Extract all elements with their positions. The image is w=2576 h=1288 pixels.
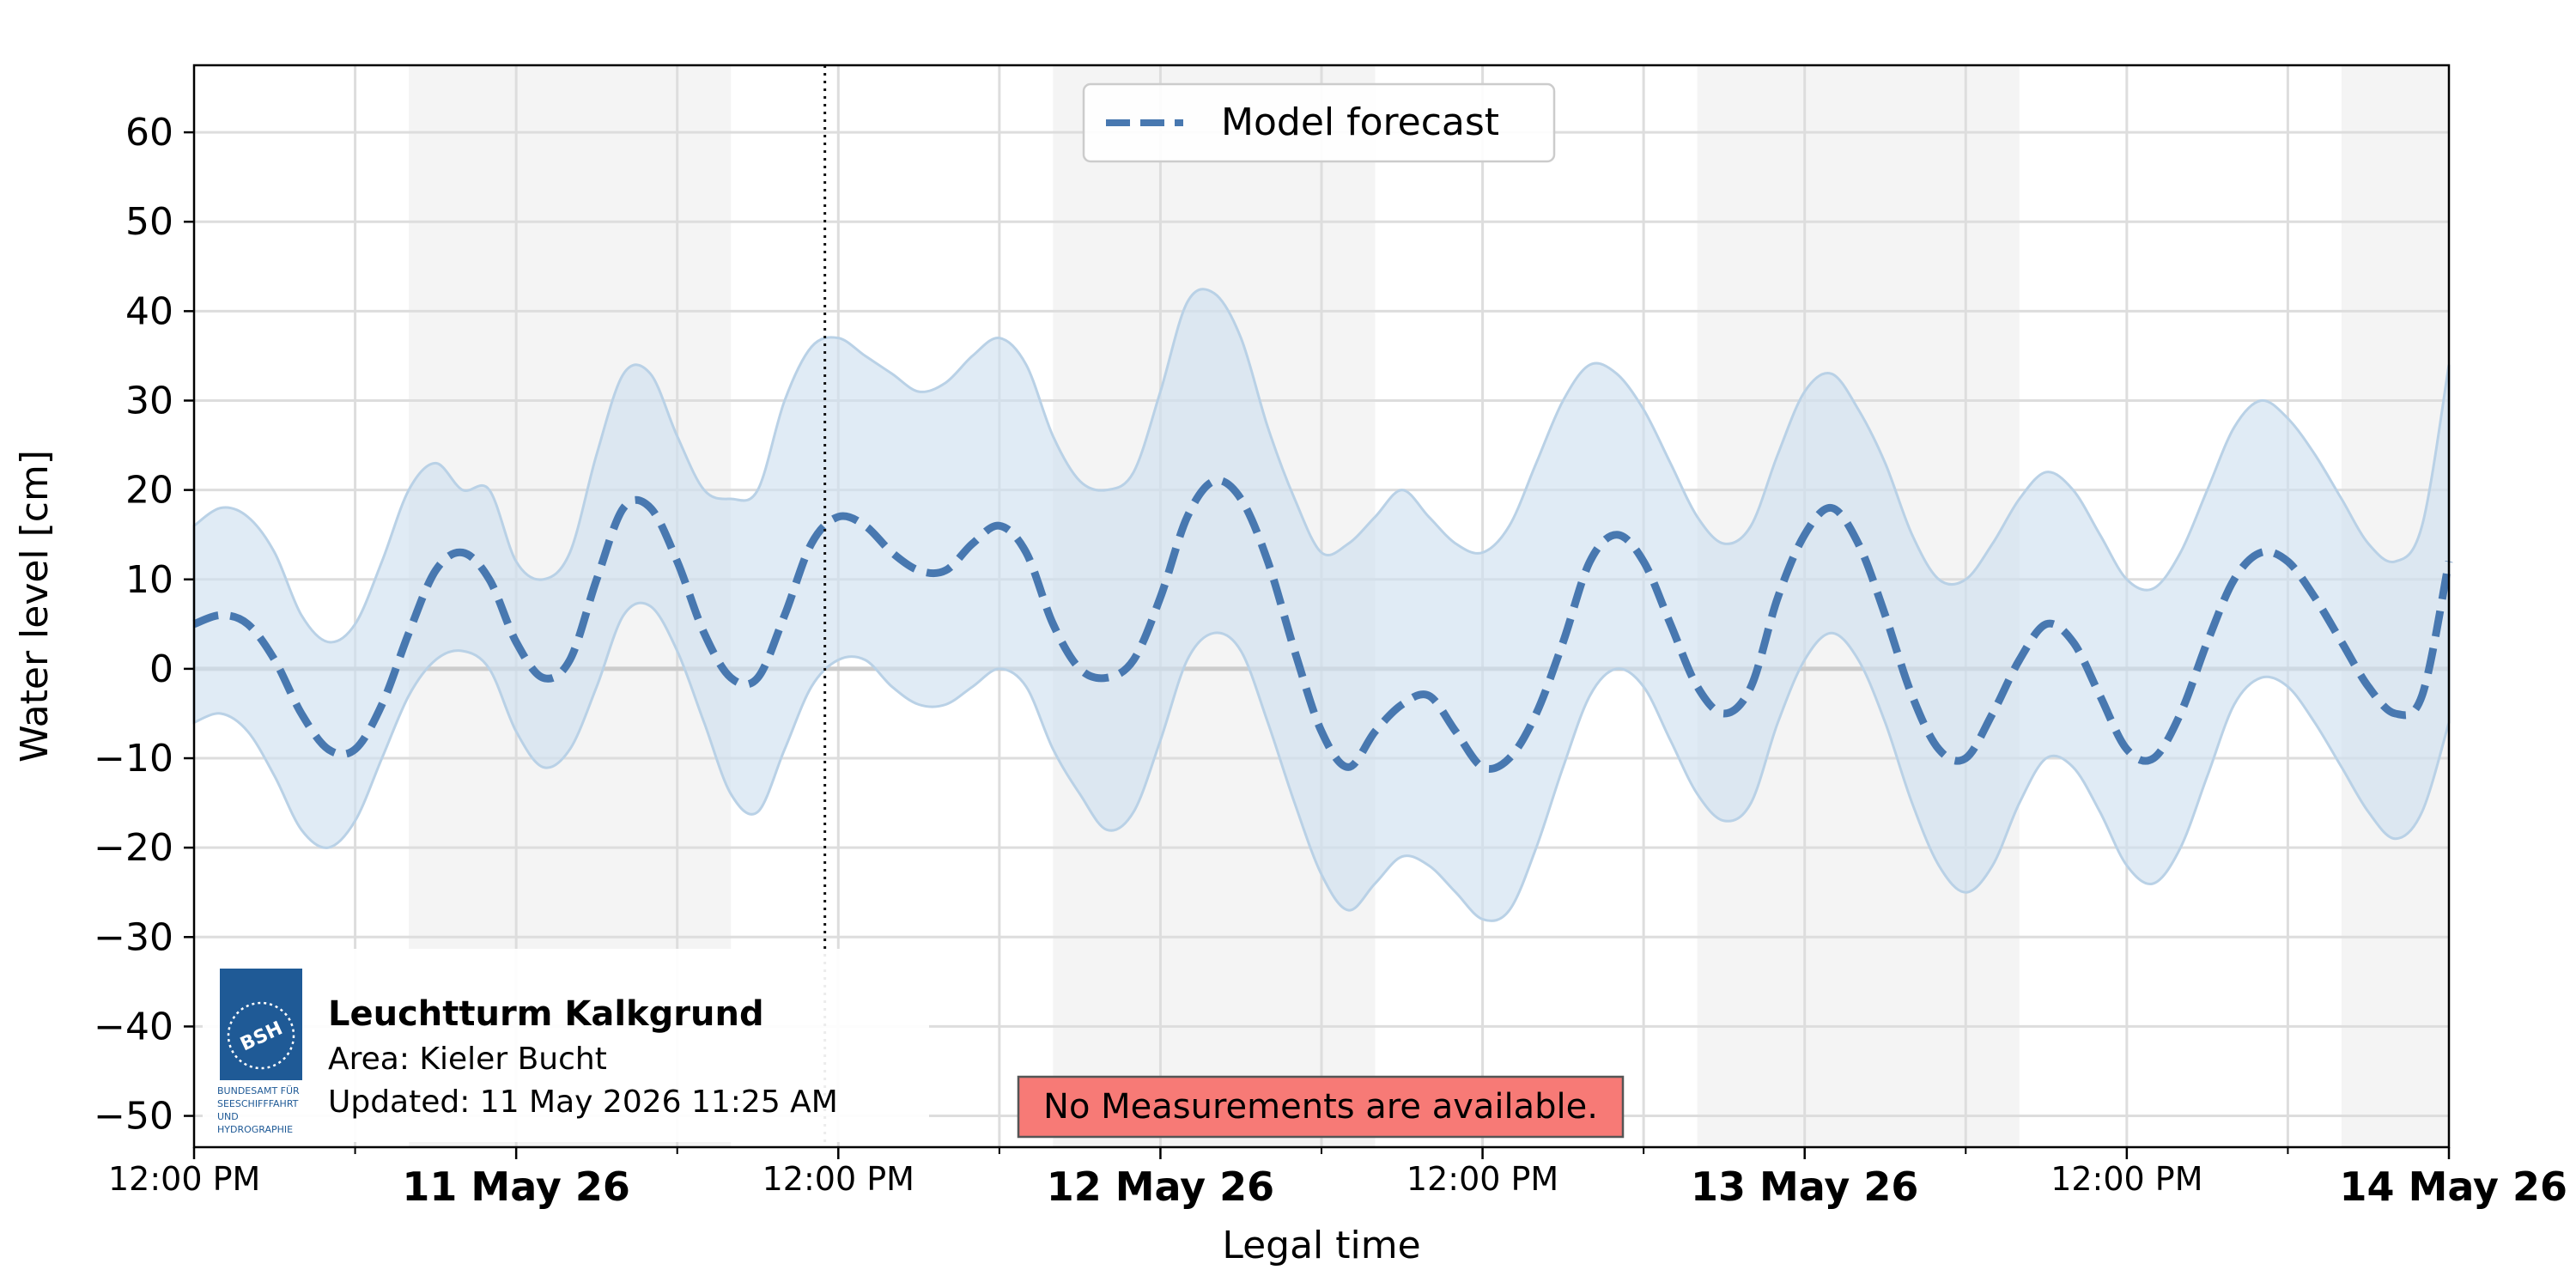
- station-info-box: BSH BUNDESAMT FÜR SEESCHIFFFAHRT UND HYD…: [203, 949, 929, 1142]
- no-measurements-notice: No Measurements are available.: [1017, 1075, 1625, 1139]
- y-tick-label: −50: [94, 1095, 173, 1139]
- y-axis-label: Water level [cm]: [13, 450, 57, 762]
- y-tick-label: 10: [125, 558, 173, 602]
- y-tick-label: 20: [125, 469, 173, 513]
- series-line-model-forecast: [192, 476, 2453, 773]
- bsh-logo-line4: HYDROGRAPHIE: [217, 1124, 293, 1135]
- bsh-logo-line1: BUNDESAMT FÜR: [217, 1085, 300, 1097]
- y-tick-label: 60: [125, 111, 173, 155]
- notice-text: No Measurements are available.: [1043, 1087, 1598, 1127]
- x-tick-label: 12:00 PM: [108, 1160, 260, 1198]
- y-tick-label: −30: [94, 915, 173, 959]
- y-tick-label: 50: [125, 200, 173, 244]
- y-tick-label: 0: [149, 647, 173, 691]
- x-tick-label: 14 May 26: [2340, 1163, 2567, 1210]
- bsh-logo-emblem: [227, 1001, 295, 1070]
- y-tick-label: 40: [125, 289, 173, 333]
- station-area: Area: Kieler Bucht: [328, 1042, 607, 1077]
- x-tick-label: 11 May 26: [402, 1163, 629, 1210]
- forecast-series: [192, 476, 2453, 773]
- bsh-logo-line3: UND: [217, 1111, 239, 1122]
- x-tick-label: 12 May 26: [1047, 1163, 1274, 1210]
- x-tick-label: 12:00 PM: [1406, 1160, 1558, 1198]
- y-tick-label: −40: [94, 1005, 173, 1048]
- x-tick-label: 12:00 PM: [2050, 1160, 2202, 1198]
- x-tick-label: 13 May 26: [1691, 1163, 1918, 1210]
- y-tick-label: −10: [94, 737, 173, 781]
- station-name: Leuchtturm Kalkgrund: [328, 994, 764, 1034]
- x-axis: 12:00 PM 11 May 26 12:00 PM 12 May 26 12:00 …: [108, 1147, 2567, 1210]
- y-tick-label: 30: [125, 379, 173, 422]
- bsh-logo-line2: SEESCHIFFFAHRT: [217, 1098, 299, 1109]
- legend-label-model-forecast: Model forecast: [1221, 100, 1499, 144]
- bsh-logo: BSH BUNDESAMT FÜR SEESCHIFFFAHRT UND HYD…: [217, 969, 302, 1135]
- legend: Model forecast: [1082, 82, 1556, 163]
- y-tick-label: −20: [94, 826, 173, 870]
- station-updated: Updated: 11 May 2026 11:25 AM: [328, 1084, 838, 1120]
- x-axis-label: Legal time: [1222, 1224, 1420, 1267]
- x-tick-label: 12:00 PM: [762, 1160, 914, 1198]
- y-axis: −50 −40 −30 −20 −10 0 10 20 30 40 50 60: [94, 111, 194, 1139]
